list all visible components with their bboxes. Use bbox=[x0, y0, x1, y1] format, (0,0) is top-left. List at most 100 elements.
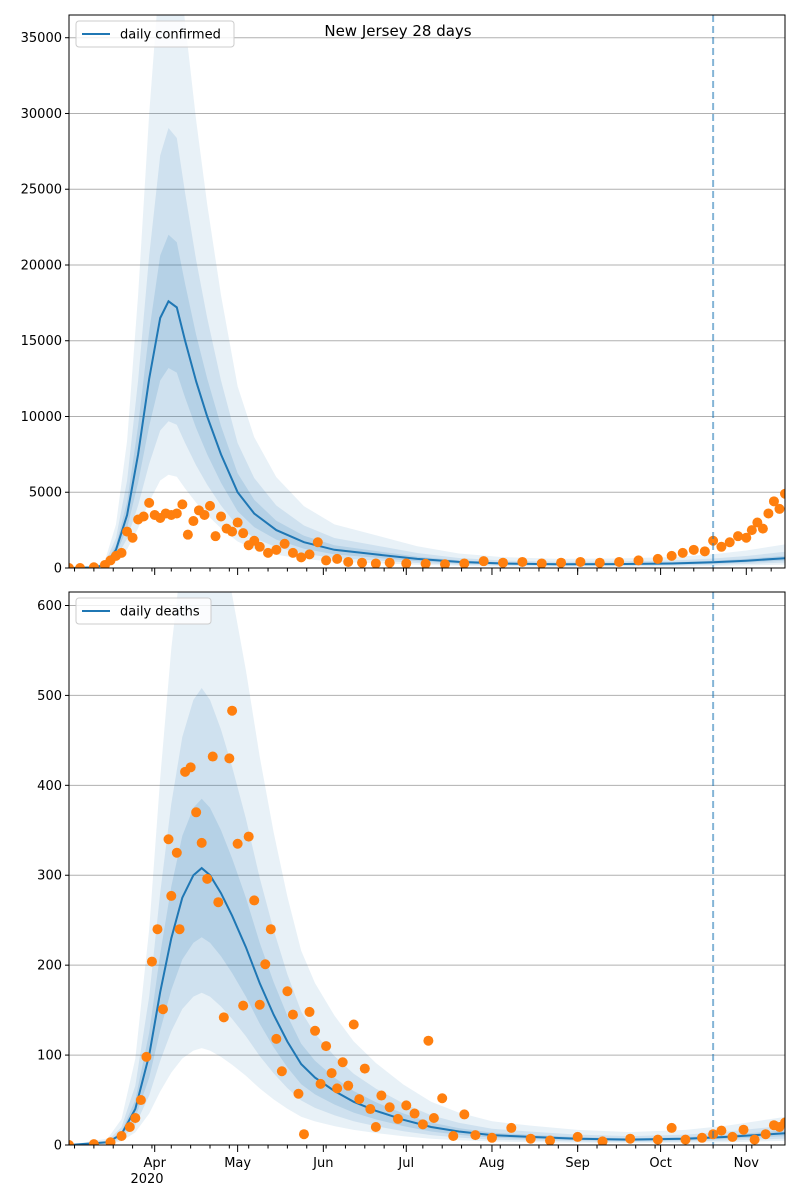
observed-point bbox=[265, 924, 276, 935]
observed-point bbox=[332, 553, 343, 564]
observed-point bbox=[708, 535, 719, 546]
observed-point bbox=[263, 547, 274, 558]
observed-point bbox=[191, 807, 202, 818]
observed-point bbox=[271, 1033, 282, 1044]
observed-point bbox=[680, 1134, 691, 1145]
x-tick-label: Oct bbox=[649, 1156, 671, 1171]
observed-point bbox=[202, 873, 213, 884]
observed-point bbox=[556, 557, 567, 568]
y-tick-label: 200 bbox=[37, 959, 62, 974]
observed-point bbox=[315, 1078, 326, 1089]
observed-point bbox=[633, 555, 644, 566]
observed-point bbox=[724, 537, 735, 548]
observed-point bbox=[69, 563, 74, 568]
observed-point bbox=[760, 1129, 771, 1140]
observed-point bbox=[741, 532, 752, 543]
observed-point bbox=[423, 1035, 434, 1046]
observed-point bbox=[439, 559, 450, 568]
observed-point bbox=[420, 558, 431, 568]
observed-point bbox=[594, 557, 605, 568]
observed-point bbox=[196, 837, 207, 848]
plot-frame bbox=[68, 14, 786, 569]
observed-point bbox=[332, 1083, 343, 1094]
legend-label: daily confirmed bbox=[120, 28, 221, 43]
observed-point bbox=[185, 762, 196, 773]
observed-point bbox=[575, 556, 586, 567]
observed-point bbox=[597, 1136, 608, 1145]
observed-point bbox=[124, 1122, 135, 1133]
observed-point bbox=[188, 516, 199, 527]
observed-point bbox=[163, 834, 174, 845]
observed-point bbox=[545, 1135, 556, 1145]
observed-point bbox=[525, 1133, 536, 1144]
observed-point bbox=[652, 553, 663, 564]
x-tick-label: Sep bbox=[565, 1156, 590, 1171]
uncertainty-band bbox=[69, 128, 785, 568]
observed-point bbox=[625, 1133, 636, 1144]
y-tick-label: 100 bbox=[37, 1049, 62, 1064]
observed-point bbox=[304, 549, 315, 560]
observed-point bbox=[138, 511, 149, 522]
observed-point bbox=[88, 562, 99, 568]
observed-point bbox=[614, 556, 625, 567]
observed-point bbox=[177, 499, 188, 510]
observed-point bbox=[227, 705, 238, 716]
y-tick-label: 5000 bbox=[29, 486, 62, 501]
legend-box bbox=[75, 20, 235, 48]
observed-point bbox=[260, 959, 271, 970]
y-tick-label: 300 bbox=[37, 869, 62, 884]
observed-point bbox=[459, 1109, 470, 1120]
observed-point bbox=[287, 547, 298, 558]
observed-point bbox=[88, 1139, 99, 1145]
observed-point bbox=[75, 563, 86, 568]
observed-point bbox=[384, 1102, 395, 1113]
observed-point bbox=[370, 558, 381, 568]
observed-point bbox=[243, 831, 254, 842]
observed-point bbox=[298, 1129, 309, 1140]
y-tick-label: 20000 bbox=[21, 258, 62, 273]
observed-point bbox=[321, 1041, 332, 1052]
y-tick-label: 500 bbox=[37, 689, 62, 704]
median-line bbox=[69, 866, 785, 1145]
observed-point bbox=[321, 555, 332, 566]
observed-point bbox=[271, 544, 282, 555]
observed-point bbox=[304, 1006, 315, 1017]
observed-point bbox=[105, 1137, 116, 1145]
observed-point bbox=[699, 546, 710, 557]
observed-point bbox=[116, 547, 127, 558]
plot-frame bbox=[68, 591, 786, 1146]
observed-point bbox=[486, 1132, 497, 1143]
observed-point bbox=[227, 526, 238, 537]
observed-point bbox=[254, 999, 265, 1010]
observed-point bbox=[688, 544, 699, 555]
x-tick-label: Nov bbox=[734, 1156, 760, 1171]
confirmed-panel: 0 5000 10000 15000 20000 25000 30000 35000 daily… bbox=[21, 14, 786, 577]
observed-point bbox=[365, 1104, 376, 1115]
observed-point bbox=[157, 1004, 168, 1015]
observed-point bbox=[287, 1009, 298, 1020]
uncertainty-band bbox=[69, 688, 785, 1145]
observed-point bbox=[417, 1119, 428, 1130]
observed-point bbox=[459, 558, 470, 568]
observed-point bbox=[666, 1122, 677, 1133]
y-tick-label: 30000 bbox=[21, 107, 62, 122]
legend-label: daily deaths bbox=[120, 605, 200, 620]
observed-point bbox=[716, 541, 727, 552]
observed-point bbox=[697, 1132, 708, 1143]
observed-point bbox=[348, 1019, 359, 1030]
x-tick-label: May bbox=[224, 1156, 251, 1171]
observed-point bbox=[116, 1131, 127, 1142]
observed-point bbox=[232, 838, 243, 849]
observed-point bbox=[213, 897, 224, 908]
observed-point bbox=[249, 895, 260, 906]
observed-point bbox=[780, 1117, 785, 1128]
y-tick-label: 10000 bbox=[21, 410, 62, 425]
observed-point bbox=[207, 751, 218, 762]
observed-point bbox=[216, 511, 227, 522]
y-tick-label: 0 bbox=[54, 1139, 62, 1154]
observed-point bbox=[204, 500, 215, 511]
observed-point bbox=[733, 531, 744, 542]
observed-point bbox=[437, 1093, 448, 1104]
observed-point bbox=[738, 1124, 749, 1135]
observed-point bbox=[171, 847, 182, 858]
